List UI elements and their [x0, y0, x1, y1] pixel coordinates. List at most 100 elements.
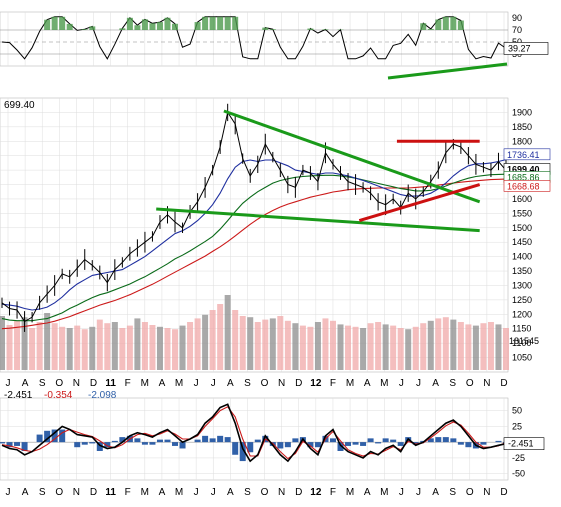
x-tick-label-price: J: [211, 378, 216, 389]
macd-histogram-bar: [202, 436, 208, 442]
price-y-tick: 1400: [512, 252, 532, 262]
volume-bar: [292, 323, 298, 370]
macd-histogram-bar: [368, 438, 374, 442]
volume-bar: [195, 318, 201, 370]
macd-histogram-bar: [82, 442, 88, 445]
volume-bar: [232, 310, 238, 370]
rsi-overbought-fill: [232, 17, 238, 30]
x-tick-label-macd: A: [159, 487, 166, 498]
price-y-tick: 1450: [512, 237, 532, 247]
macd-histogram-bar: [345, 442, 351, 446]
x-tick-label-macd: D: [90, 487, 97, 498]
volume-bar: [398, 328, 404, 370]
macd-histogram-bar: [37, 435, 43, 443]
macd-histogram-bar: [292, 438, 298, 442]
macd-histogram-bar: [443, 437, 449, 442]
macd-histogram-bar: [277, 442, 283, 448]
volume-bar: [29, 328, 35, 370]
volume-bar: [119, 328, 125, 370]
price-y-tick: 1550: [512, 208, 532, 218]
price-y-tick: 1200: [512, 309, 532, 319]
x-tick-label-price: 12: [310, 378, 322, 389]
macd-histogram-bar: [134, 438, 140, 442]
volume-bar: [67, 328, 73, 370]
volume-bar: [383, 324, 389, 370]
x-tick-label-price: D: [295, 378, 302, 389]
volume-bar: [157, 327, 163, 370]
volume-bar: [473, 326, 479, 370]
rsi-overbought-fill: [157, 22, 163, 30]
x-tick-label-price: J: [399, 378, 404, 389]
volume-bar: [180, 326, 186, 370]
x-tick-label-macd: F: [330, 487, 336, 498]
volume-bar: [353, 327, 359, 370]
macd-histogram-bar: [458, 442, 464, 445]
volume-bar: [285, 321, 291, 370]
volume-bar: [405, 329, 411, 370]
volume-last-value-label: 181545: [509, 336, 539, 346]
x-tick-label-price: A: [22, 378, 29, 389]
macd-histogram-bar: [164, 440, 170, 443]
x-tick-label-price: O: [466, 378, 474, 389]
x-tick-label-macd: A: [432, 487, 439, 498]
volume-bar: [59, 327, 65, 370]
x-tick-label-macd: N: [483, 487, 490, 498]
volume-bar: [458, 322, 464, 370]
volume-bar: [202, 315, 208, 370]
x-tick-label-price: M: [346, 378, 354, 389]
macd-y-tick: -25: [512, 453, 525, 463]
volume-bar: [172, 329, 178, 370]
x-tick-label-macd: 11: [105, 487, 116, 498]
volume-bar: [240, 316, 246, 370]
rsi-overbought-fill: [164, 18, 170, 30]
volume-bar: [104, 323, 110, 370]
rsi-overbought-fill: [172, 24, 178, 30]
volume-bar: [217, 304, 223, 370]
volume-bar: [270, 318, 276, 370]
rsi-overbought-fill: [210, 17, 216, 30]
volume-bar: [338, 324, 344, 370]
volume-bar: [330, 321, 336, 370]
volume-bar: [247, 317, 253, 370]
x-tick-label-macd: O: [55, 487, 63, 498]
macd-histogram-bar: [353, 442, 359, 445]
volume-bar: [255, 322, 261, 370]
volume-bar: [495, 324, 501, 370]
volume-bar: [300, 326, 306, 370]
macd-histogram-bar: [157, 440, 163, 443]
volume-bar: [360, 328, 366, 370]
volume-bar: [322, 318, 328, 370]
x-tick-label-price: M: [175, 378, 183, 389]
volume-bar: [465, 324, 471, 370]
rsi-overbought-fill: [89, 26, 95, 30]
rsi-overbought-fill: [307, 29, 313, 30]
volume-bar: [164, 328, 170, 370]
volume-bar: [142, 322, 148, 370]
x-tick-label-price: O: [55, 378, 63, 389]
volume-bar: [52, 323, 58, 370]
x-tick-label-macd: J: [399, 487, 404, 498]
macd-histogram-bar: [465, 442, 471, 447]
volume-bar: [225, 295, 231, 370]
macd-histogram-bar: [112, 441, 118, 442]
macd-histogram-bar: [330, 438, 336, 442]
x-tick-label-macd: S: [449, 487, 456, 498]
volume-bar: [277, 316, 283, 370]
volume-bar: [82, 329, 88, 370]
x-tick-label-price: D: [90, 378, 97, 389]
volume-bar: [89, 327, 95, 370]
rsi-y-tick: 70: [512, 25, 522, 35]
rsi-overbought-fill: [202, 17, 208, 30]
x-tick-label-price: J: [416, 378, 421, 389]
rsi-overbought-fill: [450, 17, 456, 30]
volume-bar: [134, 318, 140, 370]
volume-bar: [112, 322, 118, 370]
x-tick-label-macd: S: [244, 487, 251, 498]
macd-histogram-bar: [480, 442, 486, 445]
price-y-tick: 1150: [512, 324, 531, 334]
volume-bar: [0, 316, 5, 370]
x-tick-label-price: A: [159, 378, 166, 389]
rsi-overbought-fill: [59, 17, 65, 30]
macd-histogram-bar: [172, 442, 178, 446]
